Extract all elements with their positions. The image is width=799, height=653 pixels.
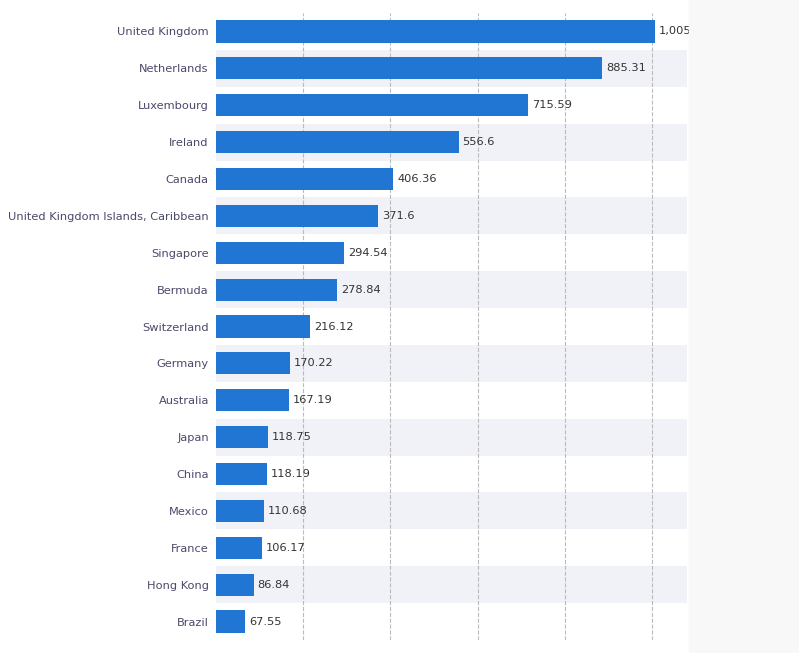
Text: 118.19: 118.19 <box>271 469 311 479</box>
Bar <box>216 500 264 522</box>
Text: 715.59: 715.59 <box>532 101 572 110</box>
Bar <box>216 603 687 640</box>
Bar <box>216 611 245 633</box>
Bar <box>216 234 687 271</box>
Text: 1,005.47: 1,005.47 <box>658 27 710 37</box>
Bar <box>216 530 687 566</box>
Text: 67.55: 67.55 <box>249 616 281 626</box>
Bar <box>216 131 459 153</box>
Bar <box>216 161 687 197</box>
Bar <box>216 566 687 603</box>
Bar <box>216 20 654 42</box>
Bar <box>216 205 378 227</box>
Bar <box>216 315 310 338</box>
Text: 556.6: 556.6 <box>463 137 495 147</box>
Bar <box>216 353 290 374</box>
Bar <box>216 123 687 161</box>
Bar <box>216 242 344 264</box>
Bar <box>216 537 262 559</box>
Bar <box>216 492 687 530</box>
Bar <box>216 419 687 456</box>
Text: 371.6: 371.6 <box>382 211 415 221</box>
Text: 167.19: 167.19 <box>292 395 332 406</box>
Bar <box>216 279 337 300</box>
Bar <box>216 573 253 596</box>
Bar <box>216 456 687 492</box>
Bar <box>216 57 602 80</box>
Text: 118.75: 118.75 <box>272 432 312 442</box>
Text: 294.54: 294.54 <box>348 247 388 258</box>
Bar <box>216 345 687 382</box>
Bar <box>216 308 687 345</box>
Text: 885.31: 885.31 <box>606 63 646 73</box>
Bar <box>216 87 687 123</box>
Text: 110.68: 110.68 <box>268 506 308 516</box>
Bar <box>216 463 268 485</box>
Bar <box>216 13 687 50</box>
Text: 278.84: 278.84 <box>341 285 381 295</box>
Bar <box>216 168 393 190</box>
Bar <box>216 50 687 87</box>
Text: 106.17: 106.17 <box>266 543 306 552</box>
Text: 216.12: 216.12 <box>314 321 353 332</box>
Text: 170.22: 170.22 <box>294 358 334 368</box>
Bar <box>216 94 528 116</box>
Bar <box>216 389 288 411</box>
Text: 86.84: 86.84 <box>257 580 290 590</box>
Text: 406.36: 406.36 <box>397 174 436 184</box>
Bar <box>216 426 268 448</box>
Bar <box>216 271 687 308</box>
Bar <box>216 197 687 234</box>
Bar <box>216 382 687 419</box>
